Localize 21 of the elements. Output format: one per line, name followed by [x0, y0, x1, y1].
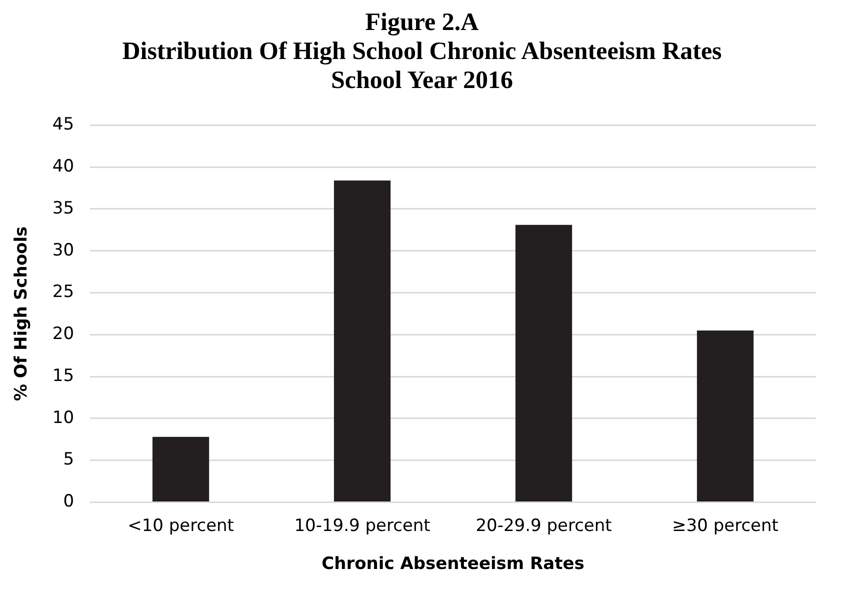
x-tick-label: 20-29.9 percent: [476, 516, 612, 536]
y-tick-label: 20: [52, 324, 74, 344]
x-tick-label: <10 percent: [128, 516, 234, 536]
x-tick-label: ≥30 percent: [672, 516, 779, 536]
bar: [334, 180, 391, 502]
bar: [696, 330, 754, 502]
x-axis-title: Chronic Absenteeism Rates: [322, 554, 584, 574]
y-tick-label: 35: [52, 198, 74, 218]
y-tick-label: 45: [52, 114, 74, 135]
bar: [515, 224, 572, 502]
y-tick-label: 0: [63, 492, 74, 512]
x-tick-label: 10-19.9 percent: [294, 516, 431, 536]
y-tick-label: 25: [52, 282, 74, 302]
y-tick-label: 40: [52, 156, 74, 177]
y-tick-label: 5: [63, 450, 74, 470]
y-tick-label: 10: [52, 408, 74, 428]
y-axis-title: % Of High Schools: [12, 226, 32, 402]
y-tick-label: 15: [52, 366, 74, 386]
chart-title: Figure 2.A Distribution Of High School Chronic Absenteeism Rates School Year 2016: [121, 8, 723, 95]
bar: [152, 436, 210, 502]
y-tick-label: 30: [52, 240, 74, 260]
